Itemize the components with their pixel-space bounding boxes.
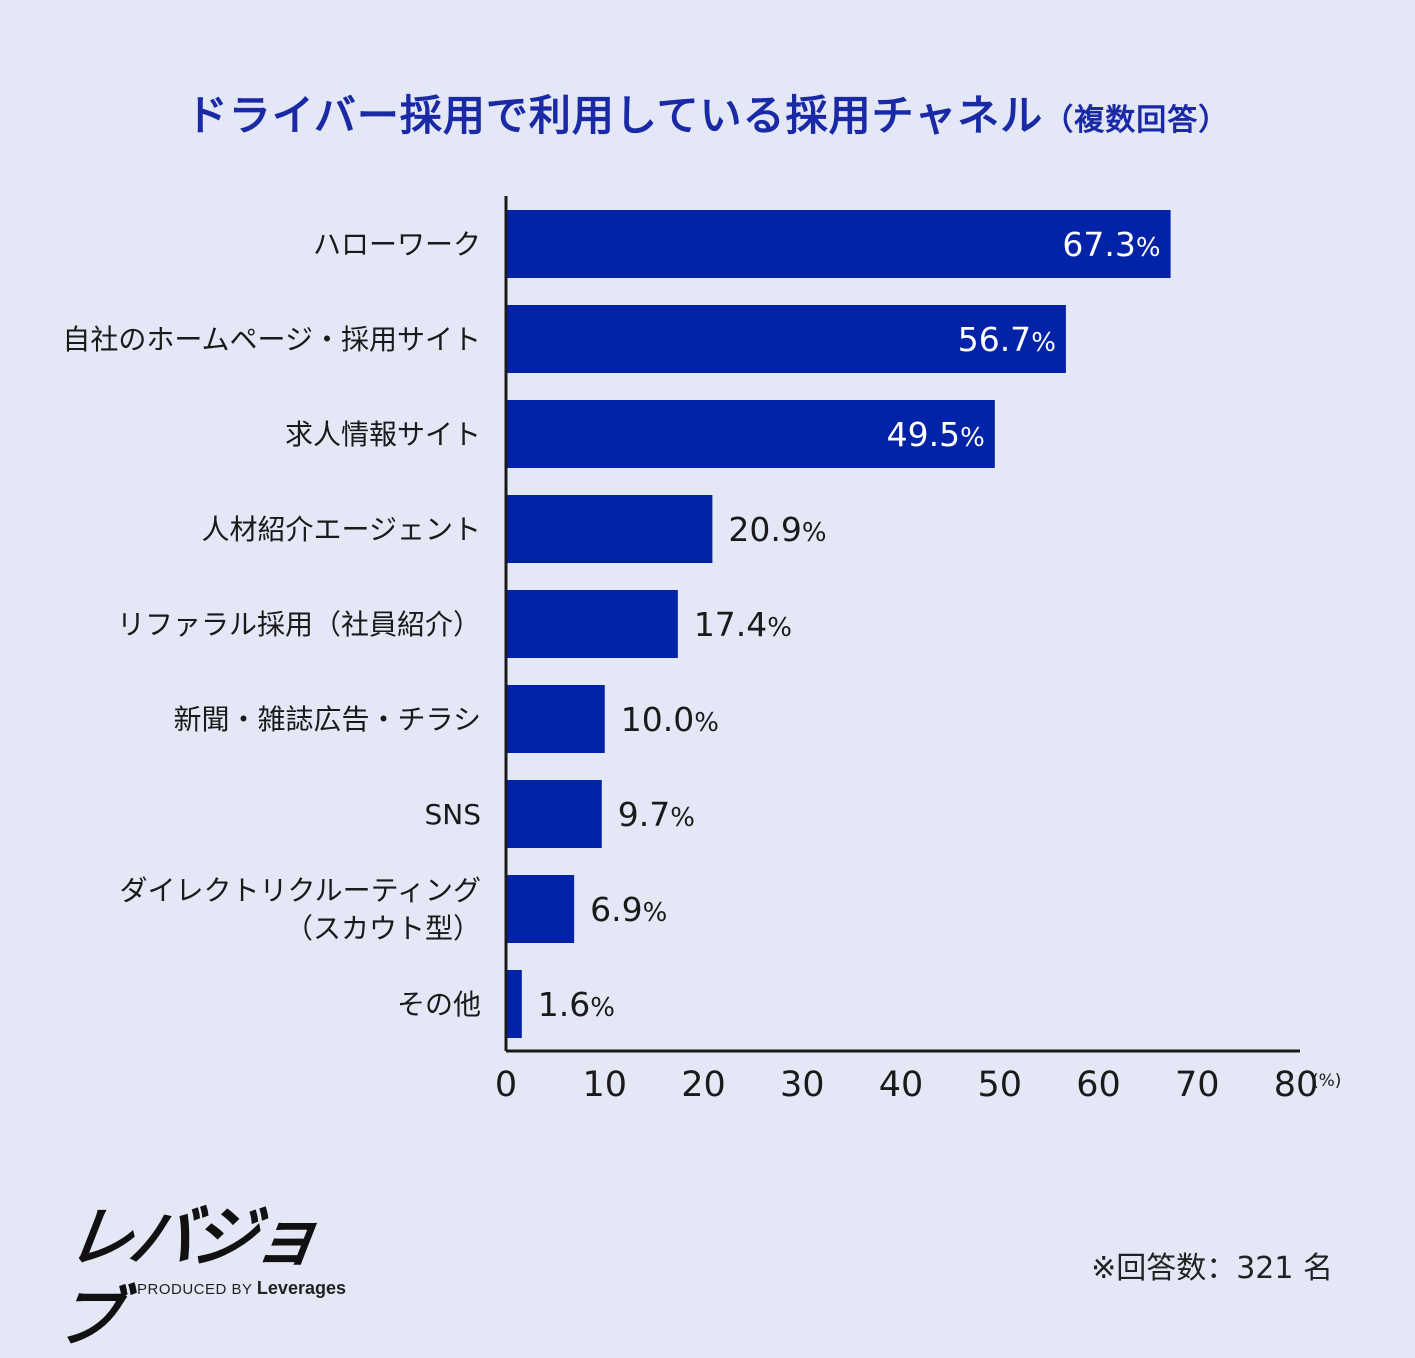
data-label: 17.4%	[694, 605, 792, 644]
data-label: 56.7%	[958, 320, 1056, 359]
data-label: 6.9%	[590, 890, 667, 929]
data-label: 9.7%	[618, 795, 695, 834]
category-label: その他	[397, 988, 481, 1021]
x-tick-label: 20	[681, 1065, 726, 1105]
logo-produced-by-text: PRODUCED BY	[137, 1281, 253, 1298]
category-label: 新聞・雑誌広告・チラシ	[174, 703, 481, 736]
bar	[506, 875, 575, 943]
bar	[506, 685, 605, 753]
data-label: 20.9%	[728, 510, 826, 549]
chart-title: ドライバー採用で利用している採用チャネル（複数回答）	[0, 82, 1415, 143]
x-axis-unit: (%)	[1312, 1071, 1341, 1091]
category-label: 人材紹介エージェント	[202, 513, 481, 546]
x-tick-label: 60	[1076, 1065, 1121, 1105]
data-label: 1.6%	[538, 985, 615, 1024]
x-tick-label: 0	[495, 1065, 517, 1105]
data-label: 10.0%	[621, 700, 719, 739]
category-label: リファラル採用（社員紹介）	[117, 608, 481, 641]
category-label: （スカウト型）	[285, 912, 481, 945]
bar	[506, 590, 678, 658]
category-label: 求人情報サイト	[285, 418, 481, 451]
logo: レバジョブ PRODUCED BY Leverages	[51, 1198, 362, 1356]
logo-brand: Leverages	[256, 1278, 346, 1298]
bar-chart: ハローワーク 67.3% 自社のホームページ・採用サイト 56.7% 求人情報サイト 49…	[62, 196, 1341, 1105]
x-tick-label: 30	[780, 1065, 825, 1105]
category-label: SNS	[425, 798, 482, 831]
bar	[506, 780, 602, 848]
bar	[506, 305, 1066, 373]
x-tick-label: 10	[582, 1065, 627, 1105]
bar	[506, 970, 522, 1038]
x-tick-label: 70	[1175, 1065, 1220, 1105]
category-label: 自社のホームページ・採用サイト	[62, 323, 481, 356]
x-tick-label: 50	[977, 1065, 1022, 1105]
chart-title-sub: （複数回答）	[1043, 103, 1230, 138]
x-tick-label: 40	[879, 1065, 924, 1105]
category-label: ダイレクトリクルーティング	[120, 874, 481, 907]
chart-title-main: ドライバー採用で利用している採用チャネル	[185, 91, 1044, 140]
x-tick-label: 80	[1274, 1065, 1319, 1105]
data-label: 67.3%	[1062, 225, 1160, 264]
category-label: ハローワーク	[313, 228, 481, 261]
bar	[506, 400, 995, 468]
logo-produced-by: PRODUCED BY Leverages	[137, 1278, 346, 1299]
bar	[506, 210, 1171, 278]
data-label: 49.5%	[887, 415, 985, 454]
bar	[506, 495, 713, 563]
respondent-count-note: ※回答数：321 名	[1091, 1251, 1333, 1286]
